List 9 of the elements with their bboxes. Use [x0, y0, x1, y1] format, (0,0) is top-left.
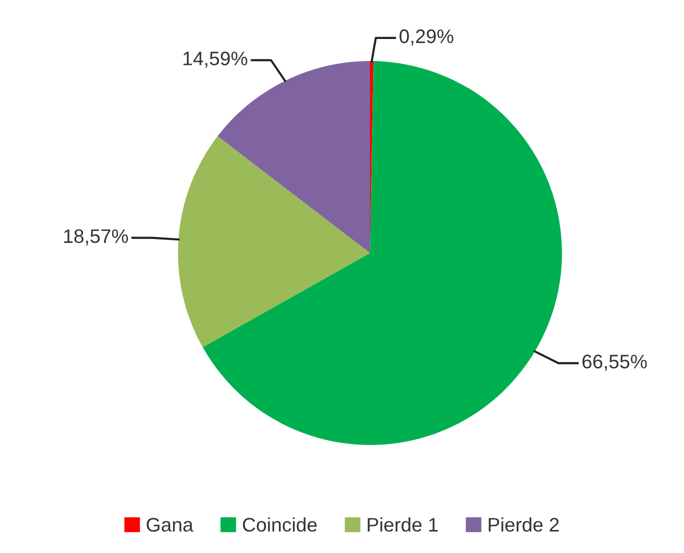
data-label: 66,55%: [582, 354, 647, 371]
legend-label: Pierde 1: [368, 517, 438, 532]
legend-label: Coincide: [242, 517, 317, 532]
pie-slice: [178, 136, 370, 348]
data-label: 0,29%: [400, 29, 454, 46]
legend-label: Gana: [146, 518, 194, 532]
data-label: 14,59%: [184, 52, 248, 68]
legend-label: Pierde 2: [488, 517, 559, 532]
data-label: 18,57%: [64, 229, 128, 246]
